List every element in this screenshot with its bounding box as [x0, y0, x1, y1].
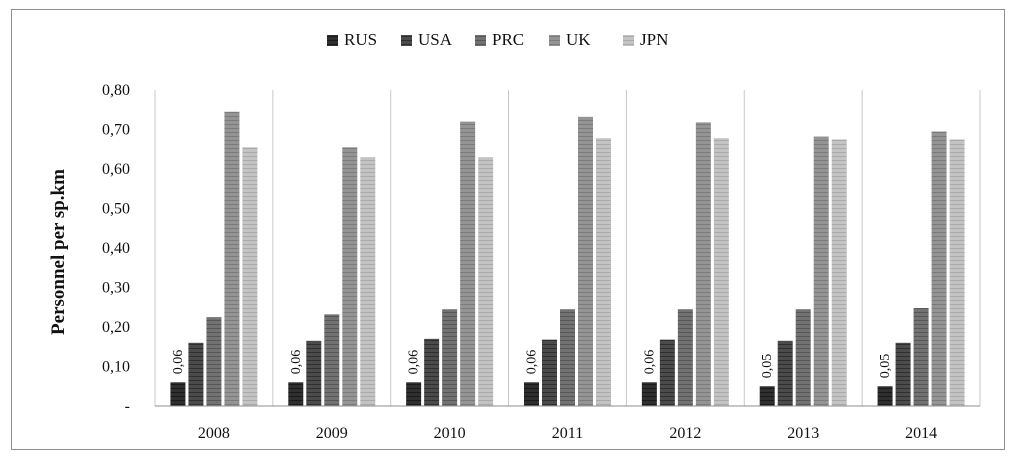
- bar: [524, 382, 539, 406]
- y-tick-label: 0,40: [102, 240, 130, 257]
- bar: [478, 157, 494, 406]
- bar: [895, 342, 911, 406]
- y-tick-label: 0,30: [102, 280, 130, 297]
- bar: [288, 382, 304, 406]
- legend: RUS USA PRC UK JPN: [327, 30, 668, 49]
- bar: [578, 116, 593, 407]
- bar: [777, 340, 793, 406]
- x-tick-label: 2011: [552, 425, 583, 442]
- y-tick-label: 0,20: [102, 319, 130, 336]
- x-tick-label: 2013: [787, 425, 819, 442]
- bar: [913, 308, 929, 406]
- bar: [224, 111, 240, 406]
- x-tick-label: 2009: [316, 425, 348, 442]
- x-axis: 2008 2009 2010 2011 2012 2013 2014: [155, 405, 980, 442]
- bar: [342, 147, 358, 406]
- bar: [206, 317, 222, 407]
- bar: [406, 382, 422, 406]
- data-label: 0,06: [642, 350, 657, 375]
- data-labels: 0,06 0,06 0,06 0,06 0,06 0,05 0,05: [171, 350, 893, 378]
- data-label: 0,06: [525, 350, 540, 375]
- bar: [831, 139, 847, 407]
- bar: [460, 121, 476, 406]
- bar: [659, 339, 675, 406]
- bar: [813, 136, 829, 407]
- bar: [442, 309, 458, 406]
- y-tick-label: 0,50: [102, 201, 130, 218]
- legend-swatch: [327, 35, 338, 46]
- bar: [242, 147, 258, 406]
- bar: [306, 340, 322, 406]
- bar: [170, 382, 186, 406]
- legend-swatch: [623, 35, 634, 46]
- y-tick-label: 0,70: [102, 122, 130, 139]
- bar: [596, 138, 611, 406]
- data-label: 0,06: [171, 350, 186, 375]
- data-label: 0,05: [878, 354, 893, 379]
- bar: [188, 342, 204, 406]
- bar: [542, 339, 557, 406]
- legend-swatch: [401, 35, 412, 46]
- bar: [759, 386, 775, 406]
- y-tick-label: 0,10: [102, 359, 130, 376]
- y-tick-label: 0,60: [102, 161, 130, 178]
- legend-swatch: [549, 35, 560, 46]
- data-label: 0,05: [760, 354, 775, 379]
- bars: [170, 111, 965, 407]
- y-axis-title: Personnel per sp.km: [48, 169, 69, 335]
- bar: [695, 122, 711, 406]
- y-tick-label: -: [125, 398, 130, 415]
- legend-label: PRC: [492, 30, 524, 49]
- legend-swatch: [475, 35, 486, 46]
- bar: [931, 131, 947, 407]
- legend-label: JPN: [640, 30, 668, 49]
- bar: [713, 138, 729, 406]
- bar: [949, 139, 965, 407]
- separators: [154, 90, 981, 406]
- bar: [641, 382, 657, 406]
- x-tick-label: 2014: [905, 425, 937, 442]
- bar: [560, 309, 575, 406]
- legend-label: USA: [418, 30, 453, 49]
- data-label: 0,06: [407, 350, 422, 375]
- bar: [795, 309, 811, 406]
- y-tick-label: 0,80: [102, 82, 130, 99]
- bar: [677, 309, 693, 406]
- data-label: 0,06: [289, 350, 304, 375]
- bar: [324, 314, 340, 406]
- x-tick-label: 2010: [434, 425, 466, 442]
- y-axis: - 0,10 0,20 0,30 0,40 0,50 0,60 0,70 0,80: [102, 82, 130, 415]
- bar: [877, 386, 893, 406]
- bar: [360, 157, 376, 406]
- legend-label: UK: [566, 30, 591, 49]
- x-tick-label: 2012: [669, 425, 701, 442]
- x-tick-label: 2008: [198, 425, 230, 442]
- bar: [424, 338, 440, 406]
- legend-label: RUS: [344, 30, 377, 49]
